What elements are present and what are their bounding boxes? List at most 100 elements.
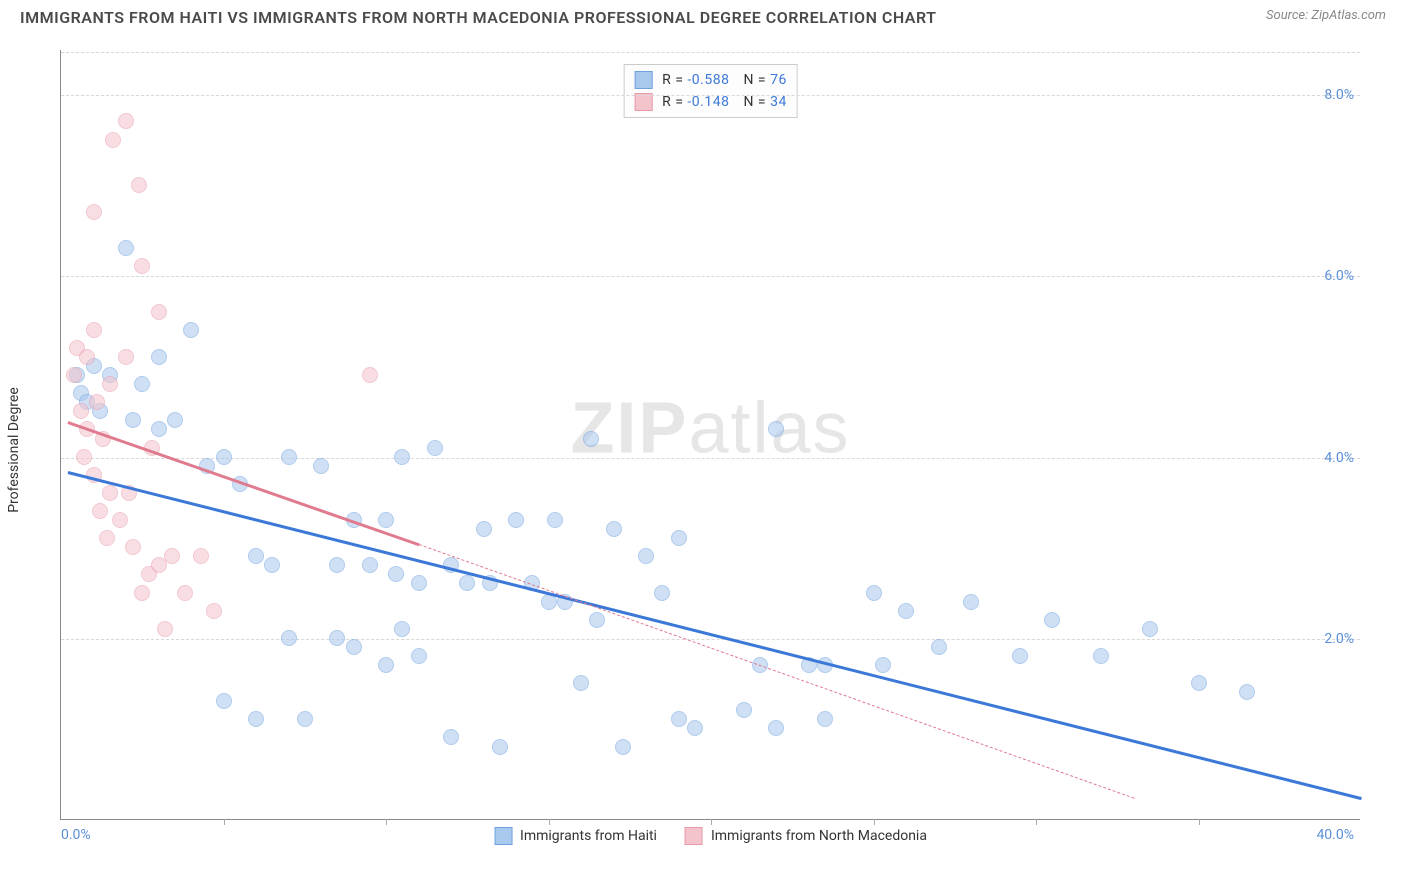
x-tick-min: 0.0% [61,827,91,843]
scatter-point [66,367,82,383]
chart-wrap: Professional Degree ZIPatlas R = -0.588 … [20,40,1386,860]
watermark: ZIPatlas [570,387,850,469]
scatter-point [89,394,105,410]
legend-label-haiti: Immigrants from Haiti [520,828,657,844]
scatter-point [125,539,141,555]
scatter-point [264,557,280,573]
scatter-point [73,403,89,419]
scatter-point [736,702,752,718]
scatter-point [105,132,121,148]
scatter-point [86,322,102,338]
scatter-point [99,530,115,546]
scatter-point [102,485,118,501]
scatter-point [151,421,167,437]
gridline [61,639,1360,640]
gridline [61,458,1360,459]
scatter-point [654,585,670,601]
scatter-point [216,693,232,709]
x-minor-tick [386,819,387,825]
scatter-point [86,204,102,220]
scatter-point [118,349,134,365]
scatter-point [427,440,443,456]
scatter-point [638,548,654,564]
scatter-point [102,376,118,392]
scatter-point [134,585,150,601]
scatter-point [281,630,297,646]
scatter-point [1239,684,1255,700]
scatter-point [378,657,394,673]
scatter-point [329,630,345,646]
scatter-point [362,367,378,383]
scatter-point [297,711,313,727]
gridline [61,276,1360,277]
x-minor-tick [1036,819,1037,825]
legend-label-nmac: Immigrants from North Macedonia [711,828,927,844]
scatter-point [313,458,329,474]
scatter-point [183,322,199,338]
scatter-point [79,349,95,365]
scatter-point [459,575,475,591]
scatter-point [508,512,524,528]
scatter-point [898,603,914,619]
y-axis-label: Professional Degree [6,387,22,513]
scatter-point [931,639,947,655]
scatter-point [193,548,209,564]
swatch-haiti-icon [494,827,512,845]
legend-row-haiti: R = -0.588 N = 76 [634,69,787,91]
x-minor-tick [224,819,225,825]
scatter-point [394,621,410,637]
scatter-point [92,503,108,519]
x-minor-tick [549,819,550,825]
scatter-point [112,512,128,528]
scatter-point [583,431,599,447]
scatter-point [388,566,404,582]
scatter-point [411,648,427,664]
x-minor-tick [1199,819,1200,825]
y-tick-label: 6.0% [1324,268,1354,284]
scatter-point [362,557,378,573]
scatter-point [492,739,508,755]
scatter-point [671,530,687,546]
scatter-point [394,449,410,465]
scatter-point [1142,621,1158,637]
scatter-point [157,621,173,637]
y-tick-label: 4.0% [1324,450,1354,466]
scatter-point [281,449,297,465]
scatter-point [606,521,622,537]
swatch-haiti [634,71,652,89]
scatter-point [573,675,589,691]
y-tick-label: 8.0% [1324,87,1354,103]
scatter-point [329,557,345,573]
x-minor-tick [711,819,712,825]
scatter-point [615,739,631,755]
scatter-point [817,711,833,727]
legend-item-haiti: Immigrants from Haiti [494,827,657,845]
legend-bottom: Immigrants from Haiti Immigrants from No… [494,827,927,845]
scatter-point [963,594,979,610]
trend-line [67,471,1361,800]
scatter-point [151,304,167,320]
scatter-point [687,720,703,736]
y-tick-label: 2.0% [1324,631,1354,647]
scatter-point [131,177,147,193]
scatter-plot: ZIPatlas R = -0.588 N = 76 R = -0.148 N … [60,50,1360,820]
scatter-point [151,349,167,365]
scatter-point [768,421,784,437]
scatter-point [134,258,150,274]
scatter-point [378,512,394,528]
scatter-point [125,412,141,428]
scatter-point [134,376,150,392]
scatter-point [589,612,605,628]
legend-correlation-box: R = -0.588 N = 76 R = -0.148 N = 34 [623,64,798,118]
scatter-point [216,449,232,465]
scatter-point [76,449,92,465]
title-bar: IMMIGRANTS FROM HAITI VS IMMIGRANTS FROM… [0,0,1406,31]
scatter-point [177,585,193,601]
scatter-point [1012,648,1028,664]
x-minor-tick [874,819,875,825]
gridline [61,52,1360,53]
scatter-point [167,412,183,428]
scatter-point [443,729,459,745]
gridline [61,95,1360,96]
source-label: Source: ZipAtlas.com [1266,8,1386,23]
